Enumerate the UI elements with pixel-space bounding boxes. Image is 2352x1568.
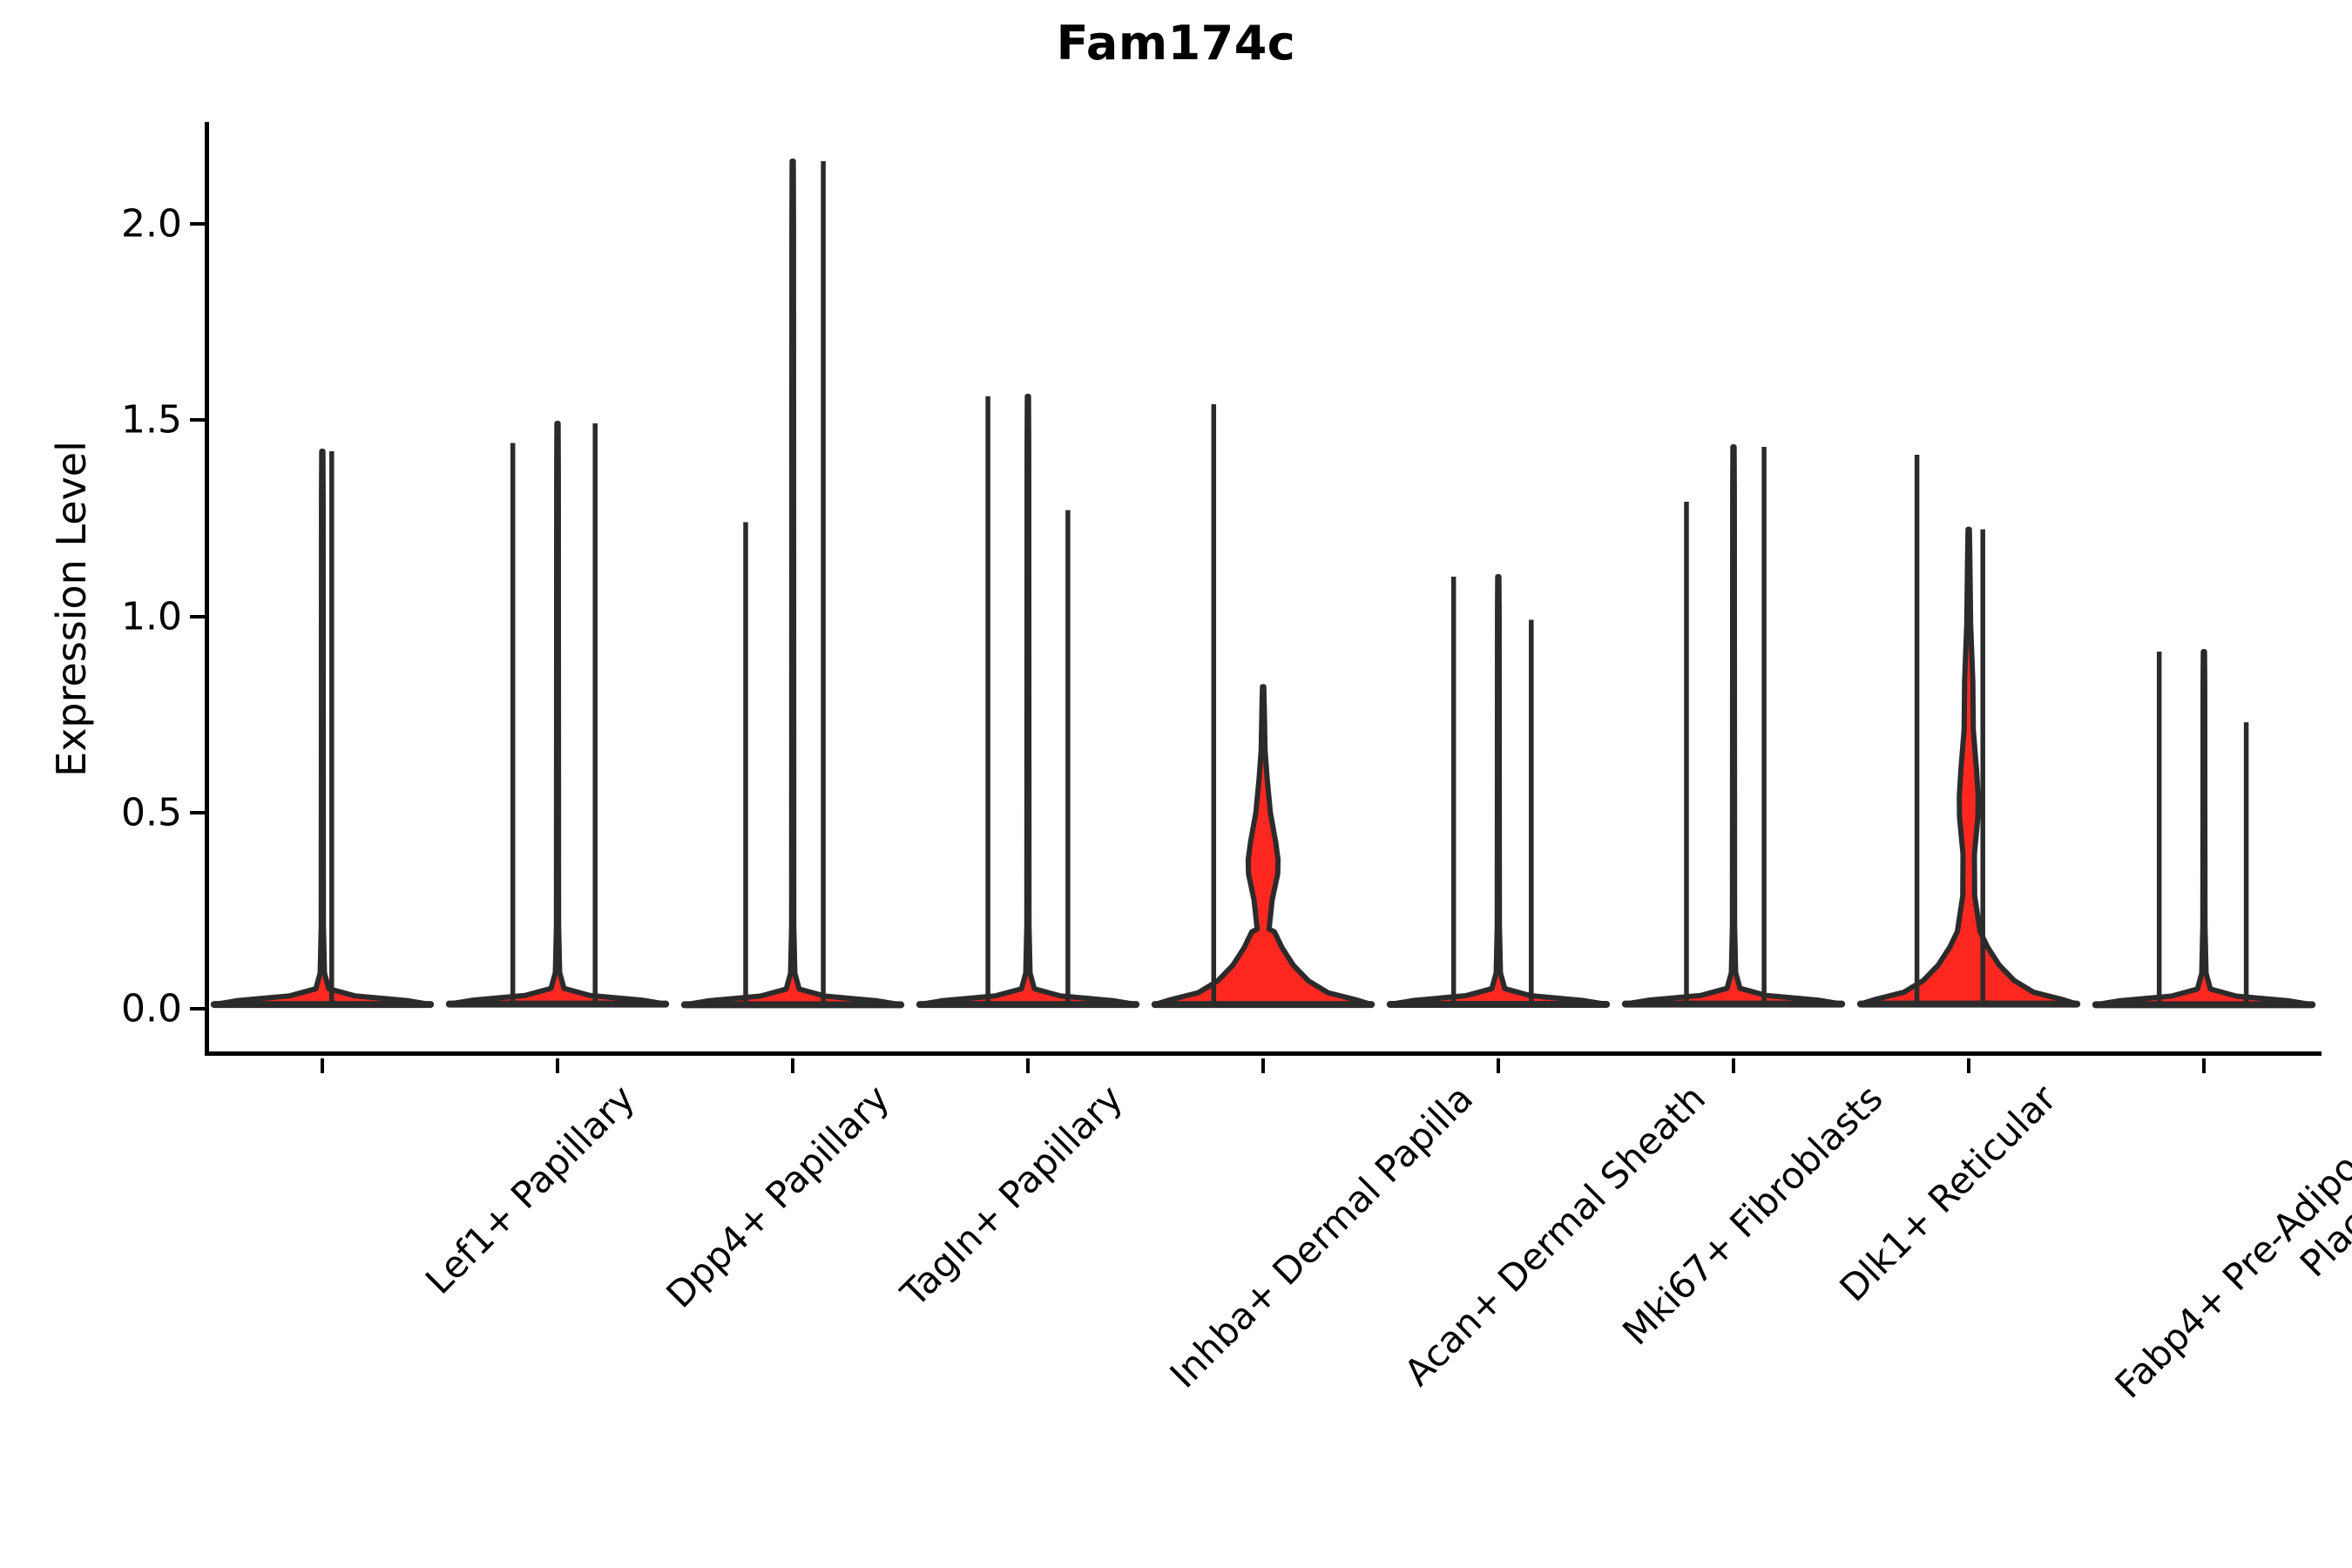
x-tick-label: TagIn+ Papillary (892, 1077, 1132, 1315)
x-tick-mark (1967, 1058, 1970, 1073)
y-axis-spine (205, 122, 209, 1056)
violin-body (1857, 526, 2080, 1007)
plot-area: 0.0 0.5 1.0 1.5 2.0 Lef1+ Papillary Dpp4+ Pap… (121, 122, 2352, 1407)
x-tick-mark (1261, 1058, 1265, 1073)
x-tick-mark (556, 1058, 559, 1073)
violin-6[interactable] (1381, 556, 1616, 1051)
x-tick-label: Lef1+ Papillary (416, 1077, 643, 1302)
x-tick-mark (1026, 1058, 1030, 1073)
y-tick-mark (190, 418, 205, 422)
violin-8[interactable] (1851, 434, 2086, 1051)
violin-2[interactable] (440, 402, 675, 1051)
y-tick-label: 0.0 (121, 986, 182, 1031)
violin-7[interactable] (1616, 426, 1851, 1051)
violin-body (1387, 573, 1610, 1007)
y-axis-label: Expression Level (48, 441, 95, 777)
violin-body (916, 393, 1139, 1007)
x-tick-mark (1732, 1058, 1735, 1073)
violin-body (446, 421, 669, 1007)
x-tick-mark (791, 1058, 794, 1073)
violin-5[interactable] (1146, 383, 1381, 1051)
violin-body (1622, 444, 1845, 1007)
violin-9[interactable] (2086, 631, 2322, 1051)
violin-1[interactable] (205, 430, 440, 1051)
violin-body (2092, 648, 2315, 1007)
violin-body (211, 448, 434, 1007)
page-title: Fam174c (1056, 16, 1296, 71)
y-tick-label: 2.0 (121, 201, 182, 247)
violin-body (681, 158, 904, 1007)
y-tick-mark (190, 222, 205, 226)
x-tick-label: Dpp4+ Papillary (658, 1077, 898, 1316)
x-axis-spine (205, 1051, 2322, 1056)
y-tick-label: 1.0 (121, 594, 182, 639)
x-tick-mark (321, 1058, 324, 1073)
y-tick-label: 1.5 (121, 397, 182, 443)
y-tick-mark (190, 810, 205, 814)
y-tick-mark (190, 1006, 205, 1010)
violin-3[interactable] (675, 140, 910, 1051)
y-tick-mark (190, 614, 205, 618)
violin-4[interactable] (910, 375, 1146, 1051)
x-tick-mark (2202, 1058, 2206, 1073)
x-tick-mark (1497, 1058, 1500, 1073)
y-tick-label: 0.5 (121, 790, 182, 835)
violin-body (1152, 684, 1375, 1007)
